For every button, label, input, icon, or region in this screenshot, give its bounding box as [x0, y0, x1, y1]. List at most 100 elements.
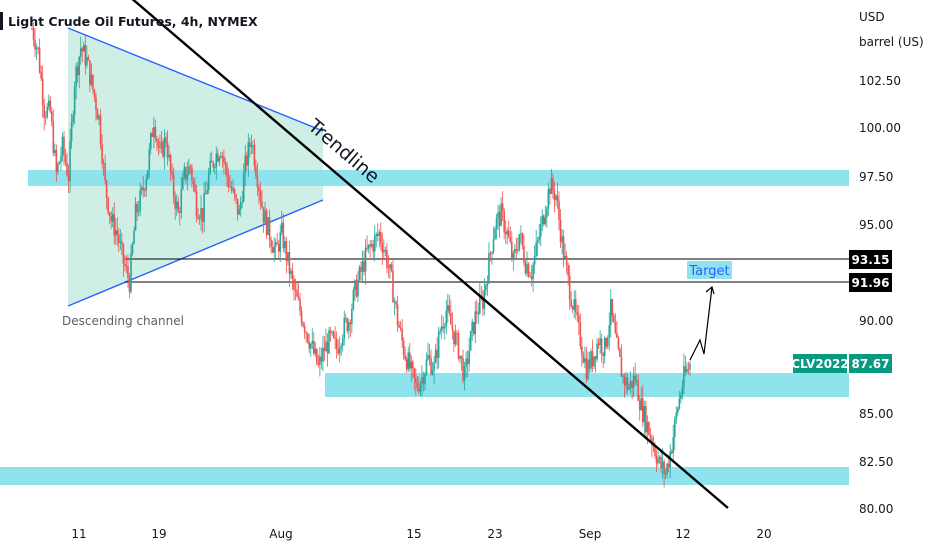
candle-body: [687, 368, 690, 370]
candle-body: [224, 162, 227, 165]
candle-body: [605, 338, 608, 347]
candle-body: [469, 331, 472, 351]
candle-body: [570, 299, 572, 307]
candle-body: [472, 321, 475, 334]
candle-body: [245, 155, 248, 166]
candle-body: [311, 340, 314, 344]
candle-body: [663, 461, 665, 475]
candle-body: [78, 56, 81, 76]
candle-body: [242, 173, 245, 202]
candle-body: [506, 230, 509, 235]
candle-body: [276, 242, 279, 245]
candle-body: [220, 156, 222, 158]
time-scale[interactable]: 11 19 Aug 15 23 Sep 12 20: [71, 527, 771, 541]
candle-body: [81, 48, 84, 52]
candle-body: [597, 343, 600, 346]
candle-body: [658, 456, 661, 460]
candle-body: [156, 138, 158, 142]
candle-body: [620, 356, 623, 377]
candle-body: [507, 230, 510, 238]
candle-body: [562, 236, 565, 259]
candle-body: [309, 343, 312, 349]
candle-body: [332, 331, 335, 338]
candle-body: [457, 333, 460, 359]
candle-body: [376, 233, 379, 236]
candle-body: [256, 175, 259, 188]
candle-body: [479, 295, 481, 314]
candle-body: [556, 195, 559, 201]
candle-body: [450, 312, 452, 325]
candle-body: [430, 357, 432, 375]
candle-body: [360, 267, 362, 272]
candle-body: [174, 196, 176, 209]
time-tick-label: 15: [406, 527, 421, 541]
candle-body: [180, 189, 183, 214]
candle-body: [145, 179, 148, 191]
candle-body: [34, 39, 36, 50]
candle-body: [204, 193, 207, 195]
price-scale-currency: USD: [859, 10, 885, 24]
candle-body: [191, 167, 193, 181]
candle-body: [602, 352, 604, 357]
candle-body: [183, 167, 186, 178]
candle-body: [40, 71, 42, 79]
candle-body: [578, 314, 580, 323]
candle-body: [628, 387, 630, 390]
candle-body: [250, 145, 253, 147]
candle-body: [509, 237, 512, 242]
candle-body: [282, 222, 285, 249]
candle-body: [55, 149, 58, 172]
level-price-box-lower: [849, 273, 892, 292]
projection-path: [689, 286, 713, 361]
candle-body: [355, 280, 358, 297]
candle-body: [235, 194, 237, 199]
candle-body: [465, 358, 467, 367]
candle-body: [189, 166, 192, 168]
chart-title: Light Crude Oil Futures, 4h, NYMEX: [8, 14, 258, 29]
candle-body: [564, 256, 566, 259]
candle-body: [134, 203, 137, 231]
candle-body: [512, 253, 515, 258]
symbol-badge: [793, 354, 847, 373]
candle-body: [314, 348, 317, 354]
candle-body: [185, 167, 187, 180]
candle-body: [395, 301, 397, 305]
candle-body: [151, 133, 154, 137]
candle-body: [561, 236, 563, 243]
candle-body: [428, 355, 431, 358]
candle-body: [532, 264, 534, 280]
candle-body: [447, 305, 449, 311]
candle-body: [233, 188, 236, 195]
candle-body: [114, 230, 117, 236]
candle-body: [486, 283, 489, 285]
candle-body: [661, 461, 664, 468]
candle-body: [654, 446, 656, 456]
candle-body: [657, 459, 659, 464]
candle-body: [660, 456, 662, 468]
candle-body: [31, 28, 33, 30]
candle-body: [79, 48, 82, 57]
candle-body: [466, 358, 469, 365]
candle-body: [616, 332, 618, 338]
candle-body: [343, 317, 346, 339]
symbol-marker: [0, 12, 3, 30]
candle-body: [542, 215, 545, 225]
candle-body: [159, 147, 161, 149]
candle-body: [86, 57, 88, 66]
candle-body: [64, 154, 67, 163]
price-scale[interactable]: USD barrel (US) 102.50 100.00 97.50 95.0…: [859, 10, 924, 516]
candle-body: [227, 176, 230, 187]
candle-body: [195, 191, 198, 217]
candle-body: [380, 232, 382, 244]
candle-body: [127, 266, 129, 279]
candle-body: [186, 174, 189, 180]
candle-body: [41, 78, 44, 105]
candle-body: [146, 170, 149, 180]
candle-body: [297, 296, 300, 299]
candle-body: [498, 212, 501, 226]
candle-body: [482, 297, 484, 309]
candle-body: [337, 349, 339, 354]
candle-body: [552, 178, 554, 191]
candle-body: [683, 366, 685, 388]
